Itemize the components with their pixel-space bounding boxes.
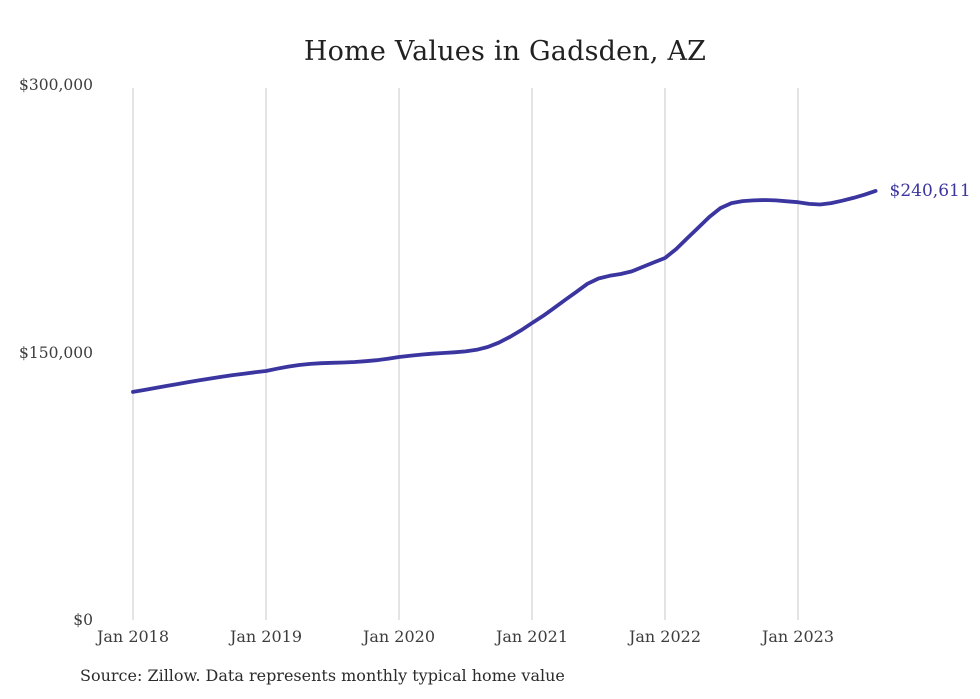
final-value-label: $240,611: [889, 180, 971, 201]
x-axis-tick-label: Jan 2022: [628, 627, 701, 646]
y-axis-tick-label: $0: [73, 611, 93, 629]
x-axis-tick-label: Jan 2018: [96, 627, 170, 646]
home-value-line: [131, 188, 878, 394]
y-axis-tick-label: $300,000: [19, 76, 93, 94]
y-axis-tick-label: $150,000: [19, 343, 93, 362]
chart-title: Home Values in Gadsden, AZ: [303, 36, 707, 67]
x-axis-tick-label: Jan 2019: [229, 627, 303, 646]
x-axis-tick-label: Jan 2023: [761, 627, 834, 646]
x-axis-tick-label: Jan 2020: [362, 627, 436, 646]
x-axis-tick-label: Jan 2021: [495, 627, 569, 646]
source-note: Source: Zillow. Data represents monthly …: [80, 666, 565, 685]
